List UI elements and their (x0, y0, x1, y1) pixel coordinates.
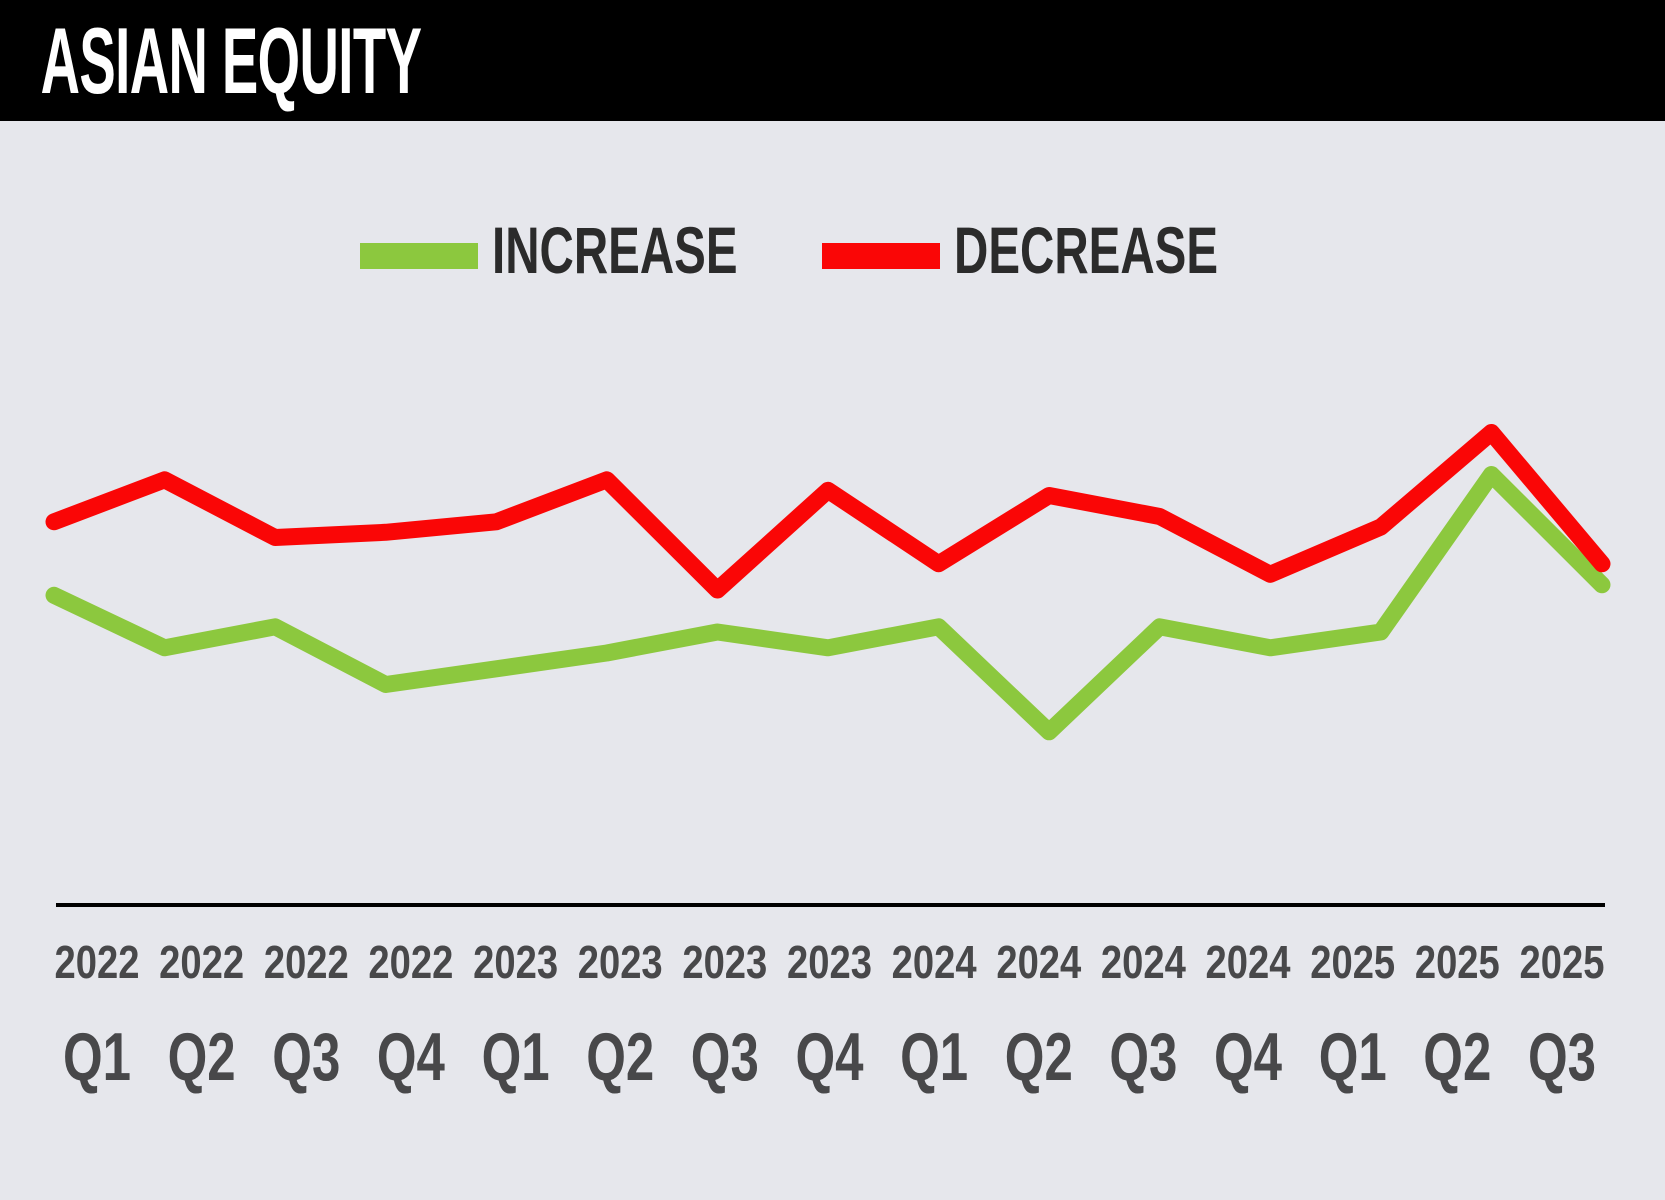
header-bar: ASIAN EQUITY (0, 0, 1665, 121)
x-tick-quarter: Q3 (691, 1019, 759, 1095)
legend: INCREASE DECREASE (360, 214, 1218, 288)
x-tick-quarter: Q4 (377, 1019, 446, 1095)
x-tick-year: 2022 (159, 937, 244, 988)
x-tick-quarter: Q2 (586, 1019, 654, 1095)
x-tick-quarter: Q1 (1319, 1019, 1387, 1095)
x-tick-year: 2024 (996, 937, 1081, 988)
x-tick-year: 2023 (473, 937, 558, 988)
legend-swatch-increase (360, 243, 478, 269)
x-tick-quarter: Q1 (482, 1019, 550, 1095)
x-tick-quarter: Q3 (272, 1019, 340, 1095)
x-tick-year: 2022 (368, 937, 453, 988)
x-tick-year: 2023 (787, 937, 872, 988)
x-tick-year: 2025 (1415, 937, 1500, 988)
x-tick-year: 2022 (264, 937, 349, 988)
x-axis-labels: 2022 Q1 2022 Q2 2022 Q3 2022 Q4 2023 Q1 2023 Q2 2023… (55, 937, 1605, 1095)
legend-swatch-decrease (822, 243, 940, 269)
x-tick-year: 2024 (1101, 937, 1186, 988)
x-tick-quarter: Q1 (900, 1019, 968, 1095)
x-tick-year: 2022 (55, 937, 140, 988)
legend-label-decrease: DECREASE (954, 214, 1218, 287)
x-tick-quarter: Q3 (1528, 1019, 1596, 1095)
x-tick-quarter: Q4 (1214, 1019, 1283, 1095)
x-tick-quarter: Q4 (795, 1019, 864, 1095)
x-tick-quarter: Q1 (63, 1019, 131, 1095)
line-decrease (45, 424, 1611, 599)
chart-title: ASIAN EQUITY (40, 7, 422, 113)
x-tick-year: 2023 (682, 937, 767, 988)
x-tick-quarter: Q2 (1423, 1019, 1491, 1095)
legend-label-increase: INCREASE (492, 214, 738, 287)
x-tick-year: 2023 (578, 937, 663, 988)
line-increase (45, 466, 1611, 741)
x-tick-quarter: Q2 (1005, 1019, 1073, 1095)
x-tick-year: 2024 (892, 937, 977, 988)
x-tick-quarter: Q3 (1109, 1019, 1177, 1095)
x-tick-year: 2025 (1310, 937, 1395, 988)
x-tick-year: 2025 (1520, 937, 1605, 988)
x-tick-year: 2024 (1206, 937, 1291, 988)
x-tick-quarter: Q2 (168, 1019, 236, 1095)
series-lines (45, 424, 1611, 741)
